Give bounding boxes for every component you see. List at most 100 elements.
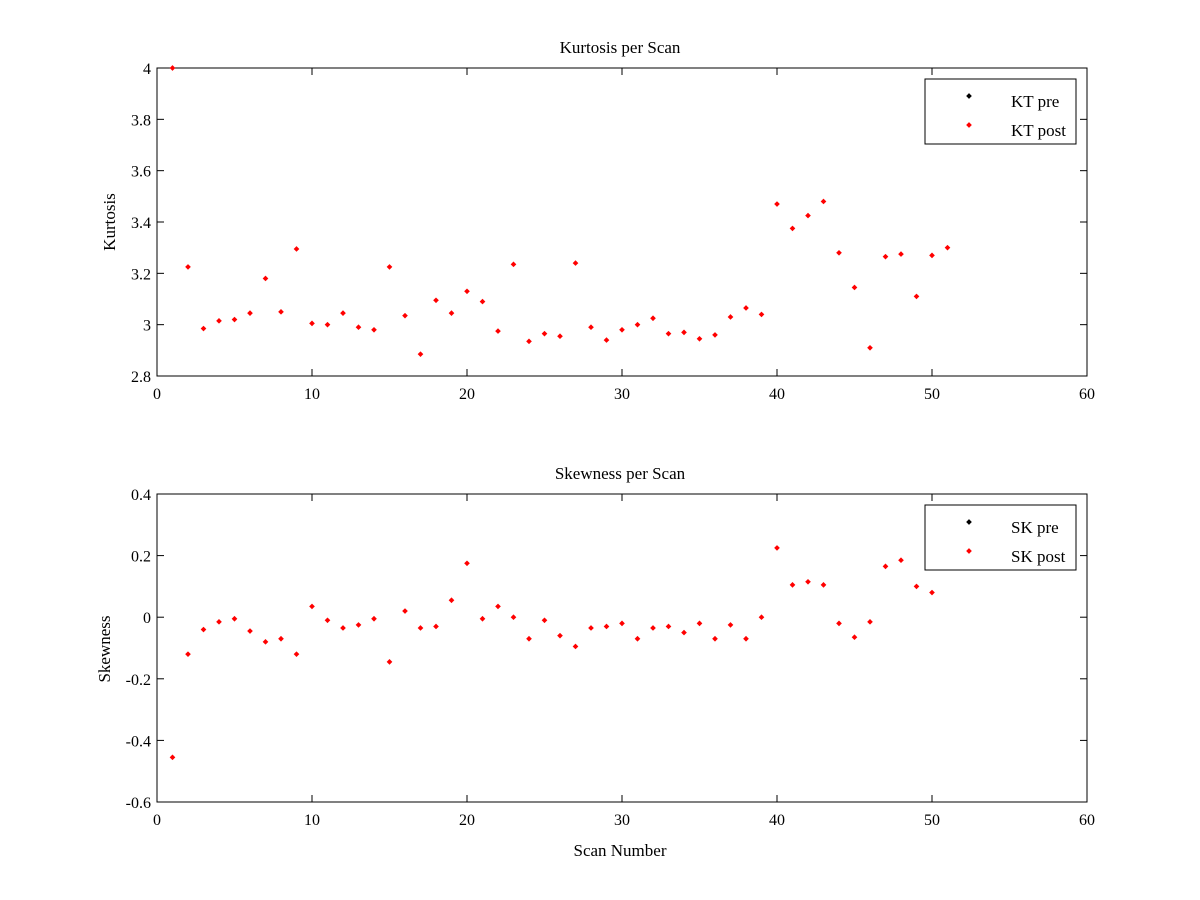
- kurtosis-ytick-label: 3: [143, 318, 151, 335]
- skewness-ticks: 0 10 20 30 40 50 60 -0.6 -0.4 -0.2 0 0.2 0.4: [126, 487, 1095, 829]
- skewness-xtick-label: 20: [459, 812, 475, 829]
- kurtosis-point-1-4: [231, 316, 238, 323]
- kurtosis-legend-box: [924, 78, 1077, 145]
- kurtosis-point-1-13: [371, 326, 377, 333]
- kurtosis-point-1-46: [882, 253, 889, 260]
- skewness-ylabel: Skewness: [95, 615, 114, 682]
- skewness-point-1-31: [650, 625, 656, 631]
- skewness-point-1-38: [758, 614, 765, 621]
- kurtosis-title: Kurtosis per Scan: [560, 38, 681, 57]
- kurtosis-xtick-label: 40: [769, 386, 785, 403]
- skewness-point-1-42: [820, 582, 827, 588]
- kurtosis-ticks: 0 10 20 30 40 50 60 2.8 3 3.2 3.4 3.6 3.8 4: [131, 61, 1095, 403]
- kurtosis-point-1-49: [929, 252, 935, 259]
- kurtosis-ytick-label: 3.8: [131, 112, 151, 129]
- kurtosis-ylabel: Kurtosis: [100, 193, 119, 251]
- kurtosis-point-1-5: [247, 310, 253, 316]
- skewness-ytick-label: -0.6: [126, 795, 151, 812]
- kurtosis-xtick-label: 60: [1079, 386, 1095, 403]
- skewness-point-1-24: [541, 617, 548, 624]
- sk-pre-legend-label: SK pre: [1011, 518, 1059, 537]
- kurtosis-point-1-6: [262, 275, 269, 282]
- skewness-point-1-34: [696, 620, 703, 627]
- skewness-point-1-46: [882, 563, 889, 570]
- skewness-xtick-label: 50: [924, 812, 940, 829]
- skewness-point-1-18: [448, 597, 455, 604]
- sk-pre-legend-marker: [966, 519, 972, 525]
- kurtosis-point-1-44: [851, 284, 858, 291]
- kurtosis-point-1-26: [572, 260, 579, 266]
- kurtosis-ytick-label: 2.8: [131, 369, 151, 386]
- kurtosis-point-1-14: [386, 264, 393, 270]
- kurtosis-point-1-25: [557, 333, 563, 340]
- skewness-point-1-45: [867, 618, 873, 625]
- kurtosis-point-1-37: [743, 305, 749, 311]
- skewness-xtick-label: 10: [304, 812, 320, 829]
- kurtosis-point-1-2: [200, 325, 207, 332]
- skewness-point-1-25: [557, 632, 563, 639]
- skewness-panel: Skewness per Scan Skewness Scan Number 0…: [95, 464, 1095, 860]
- kurtosis-point-1-28: [603, 337, 610, 343]
- skewness-point-1-40: [789, 582, 796, 588]
- kurtosis-point-1-24: [541, 330, 548, 337]
- kurtosis-point-1-22: [510, 261, 517, 268]
- skewness-xtick-label: 30: [614, 812, 630, 829]
- skewness-point-1-9: [309, 603, 315, 610]
- kurtosis-point-1-45: [867, 344, 873, 351]
- skewness-legend: SK pre SK post: [924, 504, 1077, 571]
- kurtosis-point-1-42: [820, 198, 827, 205]
- skewness-point-1-19: [464, 560, 470, 567]
- kurtosis-point-1-50: [944, 244, 951, 251]
- skewness-point-1-17: [433, 623, 439, 630]
- skewness-point-1-12: [355, 622, 362, 628]
- kurtosis-point-1-21: [495, 328, 501, 334]
- skewness-point-1-47: [898, 557, 904, 564]
- skewness-title: Skewness per Scan: [555, 464, 686, 483]
- kurtosis-point-1-41: [805, 212, 811, 219]
- kurtosis-panel: Kurtosis per Scan Kurtosis 0 10 20 30 40 50 60…: [100, 38, 1095, 403]
- kt-post-legend-label: KT post: [1011, 121, 1066, 140]
- kurtosis-ytick-label: 3.4: [131, 215, 151, 232]
- kurtosis-point-1-18: [448, 310, 455, 316]
- skewness-point-1-48: [913, 583, 920, 590]
- kurtosis-point-1-27: [588, 324, 594, 331]
- skewness-point-1-3: [216, 618, 222, 625]
- skewness-point-1-16: [417, 625, 424, 631]
- kurtosis-point-1-29: [619, 326, 625, 333]
- kurtosis-point-1-35: [712, 332, 718, 338]
- skewness-point-1-23: [526, 635, 532, 642]
- sk-post-legend-marker: [966, 548, 972, 554]
- skewness-point-1-4: [231, 615, 238, 622]
- kurtosis-points: [169, 65, 951, 358]
- kurtosis-point-1-7: [278, 309, 284, 315]
- skewness-point-1-29: [619, 620, 625, 627]
- skewness-point-1-11: [340, 625, 346, 631]
- kurtosis-xtick-label: 20: [459, 386, 475, 403]
- skewness-point-1-7: [278, 635, 284, 642]
- kurtosis-point-1-39: [774, 201, 780, 207]
- skewness-ytick-label: 0.4: [131, 487, 151, 504]
- skewness-point-1-41: [805, 578, 811, 585]
- skewness-points: [169, 545, 935, 761]
- kurtosis-point-1-43: [836, 249, 842, 256]
- skewness-point-1-22: [510, 614, 517, 621]
- kurtosis-point-1-0: [169, 65, 176, 71]
- kurtosis-xtick-label: 10: [304, 386, 320, 403]
- kt-pre-legend-label: KT pre: [1011, 92, 1059, 111]
- skewness-xtick-label: 40: [769, 812, 785, 829]
- skewness-xlabel: Scan Number: [573, 841, 666, 860]
- skewness-point-1-33: [681, 629, 687, 636]
- kurtosis-point-1-30: [634, 321, 641, 328]
- skewness-point-1-26: [572, 643, 579, 650]
- skewness-point-1-14: [386, 659, 393, 665]
- kurtosis-point-1-20: [479, 298, 486, 305]
- kurtosis-point-1-32: [665, 330, 672, 337]
- skewness-point-1-37: [743, 635, 749, 642]
- kurtosis-point-1-12: [355, 324, 362, 331]
- skewness-point-1-0: [169, 754, 176, 761]
- skewness-point-1-10: [324, 617, 331, 624]
- kurtosis-point-1-38: [758, 311, 765, 318]
- kurtosis-point-1-15: [402, 312, 408, 319]
